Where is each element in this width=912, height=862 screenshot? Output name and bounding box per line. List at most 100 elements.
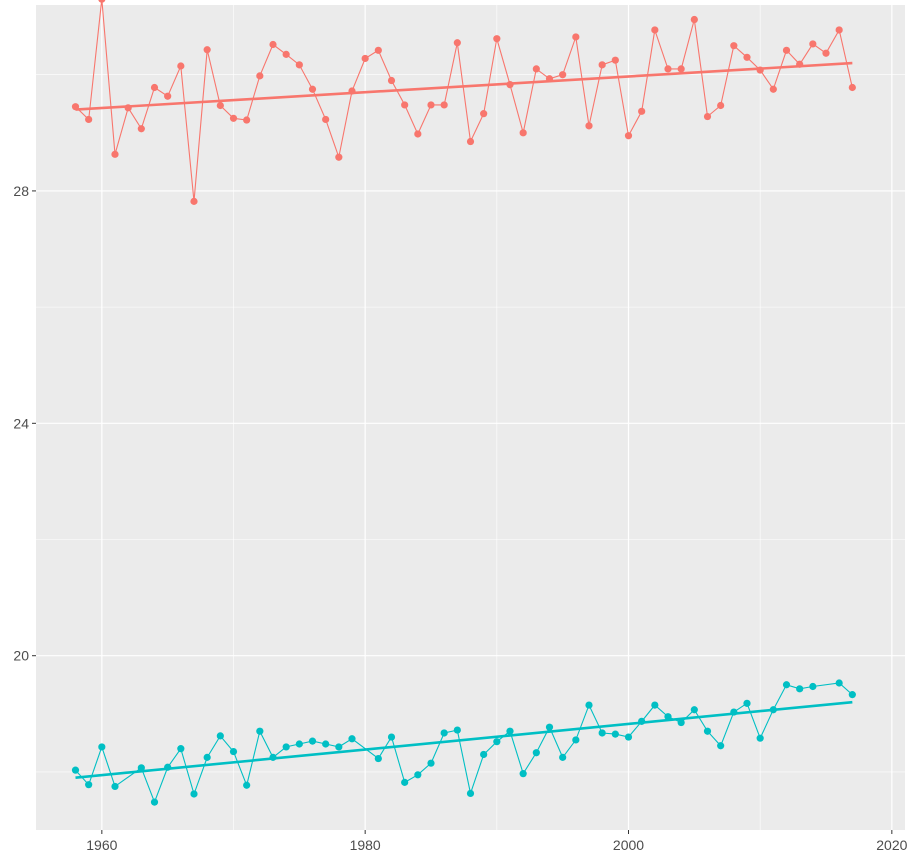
data-point [624,132,633,140]
data-point [624,733,633,741]
data-point [480,110,488,118]
data-point [611,56,619,64]
data-point [796,685,804,693]
data-point [427,101,435,109]
data-point [295,61,303,69]
data-point [295,740,303,748]
data-point [848,83,856,92]
y-tick-label: 28 [13,183,29,199]
data-point [229,747,238,756]
data-point [111,150,119,158]
series-1 [71,0,856,205]
data-point [782,46,791,54]
data-point [598,729,606,737]
data-point [256,72,264,80]
x-tick-label: 1980 [350,837,381,853]
data-point [545,723,554,731]
y-tick-label: 20 [13,648,29,664]
data-point [690,706,698,714]
data-point [559,71,567,79]
data-point [743,53,751,61]
data-point [664,713,672,721]
data-point [782,681,791,689]
data-point [216,732,224,740]
data-point [756,66,764,74]
data-point [651,26,659,34]
data-point [190,197,198,205]
data-point [387,76,396,85]
data-point [335,153,343,161]
data-point [559,753,567,761]
data-point [822,49,830,57]
data-point [572,736,580,744]
data-point [572,33,580,41]
data-point [414,130,422,138]
data-point [466,789,475,797]
data-point [506,80,514,89]
data-point [348,87,356,95]
data-point [401,778,409,786]
data-point [690,15,698,24]
data-point [453,39,461,47]
data-point [519,129,527,137]
data-point [769,706,777,714]
data-point [440,729,448,737]
data-point [703,727,712,735]
data-point [835,26,843,34]
data-point [85,781,93,789]
data-point [532,749,540,757]
data-point [769,85,777,93]
data-point [308,85,317,93]
trend-line [75,700,853,780]
data-point [177,745,185,753]
data-point [703,112,712,121]
major-gridlines [36,5,905,830]
data-point [532,65,540,73]
data-point [98,0,106,3]
data-point [480,750,488,759]
data-point [809,40,817,48]
data-point [453,726,461,734]
data-point [229,114,238,122]
data-point [730,708,738,716]
data-point [598,61,606,69]
data-point [677,65,685,73]
data-point [717,101,725,110]
minor-gridlines [36,5,905,830]
data-point [137,125,145,133]
data-point [519,770,527,778]
data-point [203,753,211,761]
data-point [269,753,277,761]
data-point [71,766,80,774]
data-point [440,101,448,109]
series-line [75,0,853,202]
data-point [164,763,172,771]
data-point [545,75,554,83]
data-point [150,83,159,92]
data-point [374,754,382,763]
data-point [177,62,185,70]
data-point [203,46,211,54]
data-point [322,115,330,124]
data-point [638,717,646,725]
data-point [164,92,172,100]
data-point [374,46,382,54]
data-point [651,701,659,709]
data-point [282,743,290,751]
data-point [677,718,685,727]
data-point [401,101,409,109]
trend-line [75,61,853,111]
data-point [85,115,93,124]
data-point [493,35,501,43]
data-point [269,40,277,49]
data-point [730,42,738,50]
data-point [150,798,159,806]
y-tick-label: 24 [13,415,29,431]
data-point [743,699,751,707]
data-point [98,743,106,751]
data-point [335,743,343,751]
data-point [585,701,593,709]
